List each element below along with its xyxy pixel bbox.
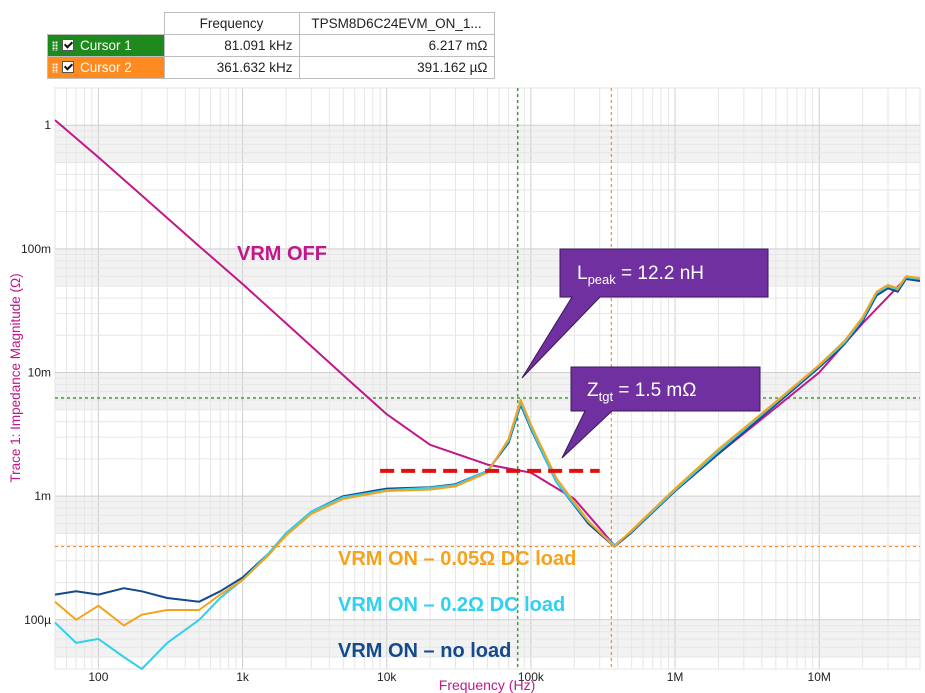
cursor-2-checkbox[interactable] — [62, 61, 74, 73]
label-vrm-on-02-load: VRM ON – 0.2Ω DC load — [338, 594, 565, 616]
callout-ztgt-text: Ztgt = 1.5 mΩ — [587, 380, 696, 404]
series-line-0 — [54, 119, 921, 547]
cursor-2-frequency: 361.632 kHz — [163, 56, 300, 79]
column-header-frequency[interactable]: Frequency — [163, 12, 300, 35]
callout-lpeak: Lpeak = 12.2 nH — [521, 248, 769, 379]
y-axis-label: Trace 1: Impedance Magnitude (Ω) — [8, 273, 23, 482]
series-line-1 — [54, 278, 921, 603]
callout-lpeak-shape — [521, 248, 769, 379]
label-vrm-on-no-load: VRM ON – no load — [338, 640, 511, 662]
callout-ztgt-shape — [561, 366, 761, 459]
drag-grip-icon[interactable] — [52, 41, 58, 51]
y-tick-labels: 1 100m 10m 1m 100µ — [21, 118, 51, 627]
cursor-table: Frequency TPSM8D6C24EVM_ON_1... Cursor 1… — [47, 12, 495, 79]
grid-lines — [54, 87, 921, 670]
cursor-1-frequency: 81.091 kHz — [163, 34, 300, 57]
y-tick-label: 1m — [34, 489, 51, 503]
x-tick-labels: 100 1k 10k 100k 1M 10M — [88, 670, 831, 684]
cursor-2-value: 391.162 µΩ — [298, 56, 495, 79]
x-tick-label: 1M — [667, 670, 684, 684]
cursor-2-name: Cursor 2 — [80, 60, 132, 75]
callout-lpeak-text: Lpeak = 12.2 nH — [577, 263, 704, 287]
cursor-2-label-cell[interactable]: Cursor 2 — [47, 56, 165, 79]
x-tick-label: 10M — [808, 670, 831, 684]
x-tick-label: 1k — [236, 670, 250, 684]
x-tick-label: 100 — [88, 670, 108, 684]
y-tick-label: 10m — [28, 366, 51, 380]
label-vrm-on-005-load: VRM ON – 0.05Ω DC load — [338, 548, 576, 570]
y-tick-label: 100m — [21, 242, 51, 256]
x-axis-label: Frequency (Hz) — [439, 677, 535, 693]
callout-ztgt: Ztgt = 1.5 mΩ — [561, 366, 761, 459]
series-line-3 — [54, 275, 921, 627]
cursor-1-name: Cursor 1 — [80, 38, 132, 53]
cursor-row-2[interactable]: Cursor 2 361.632 kHz 391.162 µΩ — [47, 56, 495, 79]
cursor-1-checkbox[interactable] — [62, 39, 74, 51]
y-tick-label: 100µ — [24, 613, 51, 627]
x-tick-label: 100k — [518, 670, 545, 684]
drag-grip-icon[interactable] — [52, 63, 58, 73]
label-vrm-off: VRM OFF — [237, 243, 327, 265]
series-line-2 — [54, 276, 921, 670]
series-layer — [54, 119, 921, 670]
x-tick-label: 10k — [377, 670, 397, 684]
y-tick-label: 1 — [44, 118, 51, 132]
